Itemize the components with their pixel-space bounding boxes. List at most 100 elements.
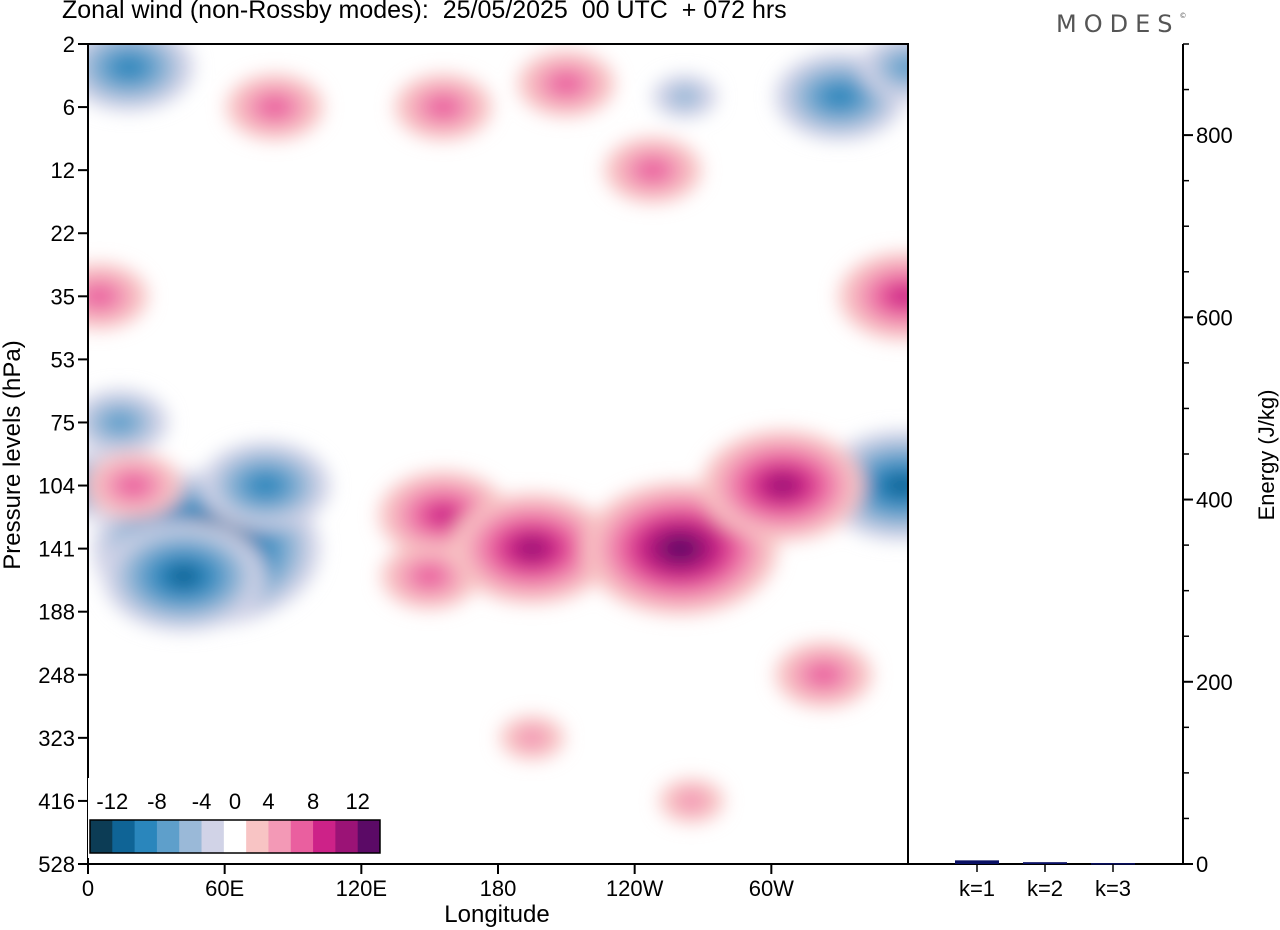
x-tick-label: 180 [480,876,517,901]
y-tick-label: 75 [51,410,75,435]
logo-text: MODES [1056,10,1180,38]
contour-band [427,504,460,527]
wind-anomaly-feature [450,493,614,604]
energy-axis-label: Energy (J/kg) [1254,390,1279,521]
energy-category-label: k=2 [1027,876,1063,901]
y-tick-label: 6 [63,95,75,120]
colorbar-swatch [357,820,381,853]
contour-band [884,474,908,497]
wind-anomaly-feature [517,50,616,117]
logo-mark: © [1179,12,1187,20]
wind-anomaly-feature [394,73,493,141]
energy-bars: 0 200 400 600 800 k=1 k=2 k=3 [955,43,1233,901]
y-tick-label: 22 [51,221,75,246]
energy-tick-label: 800 [1196,123,1233,148]
y-tick-label: 248 [38,663,75,688]
energy-panel [908,44,1183,864]
wind-anomaly-feature [88,263,149,330]
colorbar-swatch [313,820,336,853]
wind-anomaly-feature [604,137,702,204]
modes-logo: MODES© [1056,10,1186,38]
y-tick-label: 53 [51,347,75,372]
wind-anomaly-feature [499,715,565,760]
wind-anomaly-feature [774,641,873,708]
colorbar-label: -4 [192,789,212,814]
contour-band [550,72,583,95]
contour-band [515,726,549,749]
contour-band [675,789,708,812]
colorbar-label: -8 [147,789,167,814]
chart-title: Zonal wind (non-Rossby modes): 25/05/202… [62,0,787,24]
y-tick-label: 188 [38,600,75,625]
energy-tick-label: 400 [1196,488,1233,513]
colorbar-label: 8 [307,789,319,814]
contour-band [807,663,840,686]
wind-anomaly-feature [701,430,864,541]
x-axis-label: Longitude [444,901,549,928]
contour-band [515,537,549,560]
heatmap-field [88,44,908,824]
energy-tick-label: 600 [1196,305,1233,330]
y-tick-label: 104 [38,474,75,499]
x-tick-label: 120E [336,876,387,901]
y-tick-label: 2 [63,32,75,57]
y-tick-label: 12 [51,158,75,183]
contour-band [891,56,908,79]
y-tick-label: 141 [38,537,75,562]
contour-band [636,159,670,182]
colorbar-swatch [156,820,180,853]
energy-bar [1091,863,1135,865]
wind-anomaly-feature [200,441,331,530]
colorbar-label: -12 [96,789,128,814]
wind-anomaly-feature [838,252,908,341]
y-tick-label: 35 [51,284,75,309]
contour-band [668,85,702,108]
colorbar-swatch [90,820,113,853]
energy-tick-label: 0 [1196,852,1208,877]
contour-band [112,56,146,79]
colorbar-border [89,819,381,854]
y-axis: 2 6 12 22 35 53 75 104 141 188 248 323 416 528 [38,32,88,877]
contour-band [663,537,697,560]
contour-band [88,285,116,308]
y-tick-label: 323 [38,726,75,751]
wind-anomaly-feature [88,452,183,519]
wind-anomaly-feature [380,543,479,610]
wind-anomaly-feature [659,778,725,824]
colorbar-swatch [201,820,225,853]
x-tick-label: 60W [749,876,794,901]
x-axis: 0 60E 120E 180 120W 60W [82,864,794,901]
contour-band [249,474,282,497]
contour-band [413,565,446,588]
contour-band [887,285,908,308]
contour-band [103,411,137,434]
contour-band [823,85,856,108]
x-tick-label: 0 [82,876,94,901]
wind-anomaly-feature [859,44,908,101]
wind-anomaly-feature [102,521,265,632]
colorbar-swatch [134,820,158,853]
wind-anomaly-feature [652,74,718,119]
contour-band [258,96,292,119]
colorbar-label: 0 [229,789,241,814]
energy-category-label: k=3 [1095,876,1131,901]
wind-anomaly-feature [88,44,194,112]
contour-band [427,96,460,119]
x-tick-label: 60E [205,876,244,901]
y-tick-label: 416 [38,789,75,814]
x-tick-label: 120W [606,876,664,901]
energy-category-label: k=1 [959,876,995,901]
colorbar-label: 12 [345,789,369,814]
energy-tick-label: 200 [1196,670,1233,695]
colorbar-swatch [179,820,203,853]
colorbar-label: 4 [262,789,274,814]
wind-anomaly-feature [226,73,324,141]
y-tick-label: 528 [38,852,75,877]
colorbar-swatch [223,820,247,853]
energy-bar [955,860,999,864]
y-axis-label: Pressure levels (hPa) [0,340,26,569]
wind-anomaly-feature [88,389,169,456]
contour-band [766,474,799,497]
colorbar: -12 -8 -4 0 4 8 12 [88,778,384,858]
